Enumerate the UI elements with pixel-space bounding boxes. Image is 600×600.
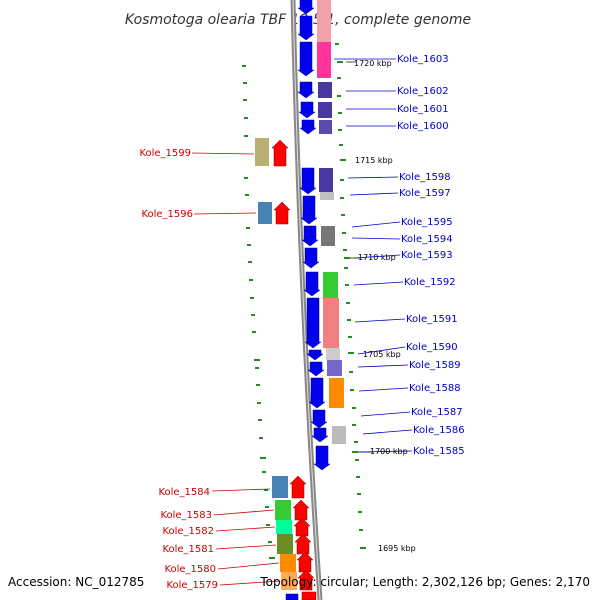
gene-arrow [300,195,318,225]
gene-arrow [310,409,328,429]
accession-text: Accession: NC_012785 [8,575,144,589]
map-title: Kosmotoga olearia TBF 19.5.1, complete g… [125,12,471,28]
gene-label: Kole_1594 [401,234,453,245]
gene-arrow [304,297,322,349]
reverse-gene-arrow [273,201,291,225]
scale-label: 1695 kbp [378,544,416,553]
reverse-gene-arrow [293,517,311,537]
genome-backbone-highlight [292,0,321,600]
genome-summary-text: Topology: circular; Length: 2,302,126 bp… [259,575,590,589]
gene-label: Kole_1579 [166,580,218,591]
reverse-gene-track [255,138,317,600]
forward-gene-track [285,0,331,600]
reverse-gene-arrow [292,499,310,521]
gene-label: Kole_1584 [158,487,210,498]
gene-label: Kole_1592 [404,277,456,288]
outer-tick-ring [242,65,275,559]
right-gene-labels: Kole_1603 Kole_1602 Kole_1601 Kole_1600 … [397,54,465,457]
gene-arrow [308,377,326,409]
gene-arrow [298,101,316,119]
gene-label: Kole_1601 [397,104,449,115]
gene-arrow [297,0,315,15]
gene-label: Kole_1588 [409,383,461,394]
gene-arrow [311,427,329,443]
scale-label: 1705 kbp [363,350,401,359]
gene-label: Kole_1599 [139,148,191,159]
gene-label: Kole_1597 [399,188,451,199]
gene-arrow [297,41,315,77]
gene-label: Kole_1589 [409,360,461,371]
scale-label: 1720 kbp [354,59,392,68]
gene-arrow [297,15,315,41]
scale-labels: 1720 kbp 1715 kbp 1710 kbp 1705 kbp 1700… [346,59,416,553]
gene-label: Kole_1587 [411,407,463,418]
reverse-gene-arrow [297,569,315,591]
gene-arrow [307,361,325,377]
gene-label: Kole_1600 [397,121,449,132]
scale-label: 1715 kbp [355,156,393,165]
gene-arrow [301,225,319,247]
forward-cog-track [317,0,346,444]
gene-label: Kole_1582 [162,526,214,537]
reverse-gene-arrow [296,551,314,573]
scale-label: 1710 kbp [358,253,396,262]
gene-arrow [306,349,324,361]
gene-label: Kole_1595 [401,217,453,228]
gene-arrow [303,271,321,297]
gene-label: Kole_1586 [413,425,465,436]
left-gene-labels: Kole_1599 Kole_1596 Kole_1584 Kole_1583 … [139,148,218,591]
inner-tick-ring [335,43,366,549]
gene-label: Kole_1598 [399,172,451,183]
gene-label: Kole_1602 [397,86,449,97]
gene-label: Kole_1591 [406,314,458,325]
reverse-gene-arrow [271,139,289,167]
right-gene-leaders [334,58,413,453]
gene-arrow [302,247,320,269]
gene-label: Kole_1603 [397,54,449,65]
left-gene-leaders [191,152,281,586]
reverse-gene-arrow [289,475,307,499]
gene-arrow [299,167,317,195]
reverse-gene-arrow [294,533,312,555]
gene-label: Kole_1596 [141,209,193,220]
gene-arrow [313,445,331,471]
gene-arrow [285,593,299,600]
gene-arrow [297,81,315,99]
gene-label: Kole_1593 [401,250,453,261]
gene-label: Kole_1590 [406,342,458,353]
gene-label: Kole_1583 [160,510,212,521]
gene-arrow [299,119,317,135]
gene-label: Kole_1581 [162,544,214,555]
gene-label: Kole_1580 [164,564,216,575]
gene-label: Kole_1585 [413,446,465,457]
